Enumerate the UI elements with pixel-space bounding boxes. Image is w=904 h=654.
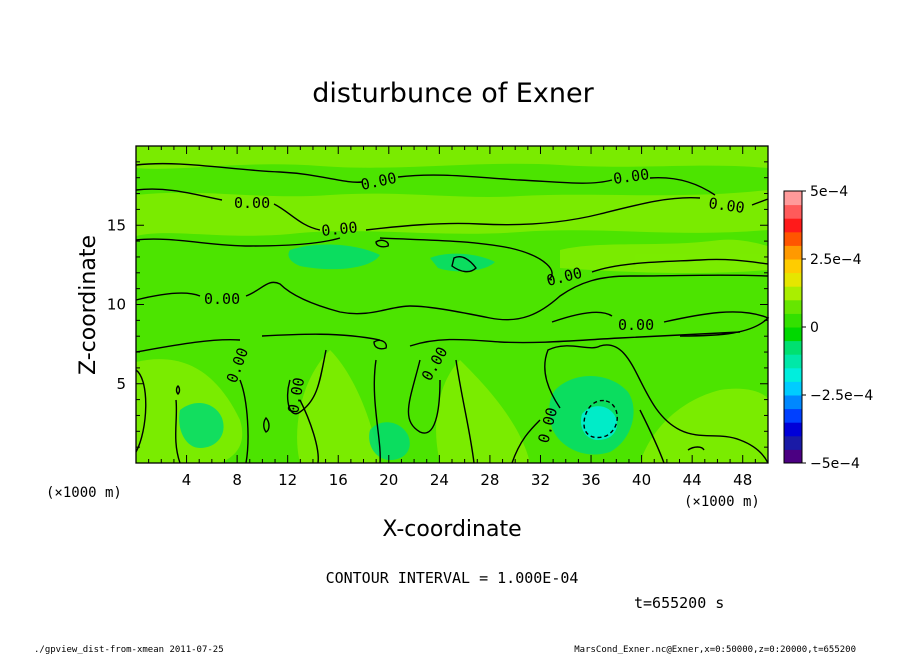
contour-interval-text: CONTOUR INTERVAL = 1.000E-04 (326, 569, 579, 587)
y-tick-label: 10 (107, 296, 126, 314)
colorbar-swatch (784, 422, 802, 437)
colorbar-tick-label: 2.5e−4 (810, 252, 862, 268)
y-axis: 5 10 15 (107, 161, 768, 448)
colorbar-swatch (784, 395, 802, 410)
colorbar-tick-label: −5e−4 (810, 456, 860, 472)
colorbar-swatch (784, 327, 802, 342)
x-axis-label: X-coordinate (382, 517, 521, 542)
field-patches-strong-negative (580, 406, 618, 440)
colorbar-swatch (784, 218, 802, 233)
y-axis-label: Z-coordinate (76, 235, 101, 375)
colorbar (783, 190, 803, 464)
x-tick-label: 8 (232, 471, 242, 489)
field-patches-positive (136, 146, 768, 463)
contour-lines (135, 162, 770, 464)
y-tick-label: 15 (107, 216, 126, 234)
colorbar-swatch (784, 449, 802, 464)
x-tick-label: 24 (430, 471, 449, 489)
colorbar-swatch (784, 272, 802, 287)
contour-label: 0.00 (707, 194, 745, 217)
footer-right: MarsCond_Exner.nc@Exner,x=0:50000,z=0:20… (574, 645, 856, 654)
colorbar-tick-label: 0 (810, 320, 819, 336)
colorbar-swatch (784, 259, 802, 274)
x-tick-label: 44 (683, 471, 702, 489)
colorbar-swatch (784, 367, 802, 382)
x-tick-label: 28 (480, 471, 499, 489)
contour-label: 0.00 (612, 165, 650, 188)
x-tick-label: 20 (379, 471, 398, 489)
colorbar-tick-label: −2.5e−4 (810, 388, 873, 404)
colorbar-swatch (784, 354, 802, 369)
contour-label: 0.00 (618, 316, 654, 334)
colorbar-swatch (784, 204, 802, 219)
colorbar-swatch (784, 231, 802, 246)
colorbar-swatch (784, 340, 802, 355)
colorbar-swatch (784, 408, 802, 423)
x-tick-label: 48 (733, 471, 752, 489)
contour-label: 0.00 (321, 218, 359, 240)
y-tick-label: 5 (116, 375, 126, 393)
x-tick-label: 12 (278, 471, 297, 489)
contour-label: 0.00 (284, 376, 308, 415)
colorbar-swatch (784, 381, 802, 396)
contour-label: 0.00 (204, 290, 240, 308)
colorbar-swatch (784, 286, 802, 301)
contour-label: 0.00 (234, 194, 270, 212)
x-tick-label: 36 (581, 471, 600, 489)
colorbar-swatch (784, 313, 802, 328)
colorbar-swatch (784, 245, 802, 260)
x-tick-label: 32 (531, 471, 550, 489)
footer-left: ./gpview_dist-from-xmean 2011-07-25 (34, 645, 224, 654)
chart-title: disturbunce of Exner (312, 78, 594, 109)
x-tick-label: 4 (182, 471, 192, 489)
time-text: t=655200 s (634, 594, 724, 612)
colorbar-labels: 5e−4 2.5e−4 0 −2.5e−4 −5e−4 (802, 184, 873, 472)
x-axis: 4 8 12 16 20 24 28 32 36 40 44 48 (148, 146, 756, 489)
colorbar-swatch (784, 435, 802, 450)
colorbar-swatch (784, 191, 802, 206)
plot-area: 0.00 0.00 0.00 0.00 0.00 0.00 0.00 0.00 … (135, 145, 770, 464)
x-axis-unit: (×1000 m) (684, 494, 760, 510)
y-axis-unit: (×1000 m) (46, 485, 122, 501)
colorbar-tick-label: 5e−4 (810, 184, 848, 200)
x-tick-label: 40 (632, 471, 651, 489)
colorbar-swatch (784, 299, 802, 314)
x-tick-label: 16 (329, 471, 348, 489)
